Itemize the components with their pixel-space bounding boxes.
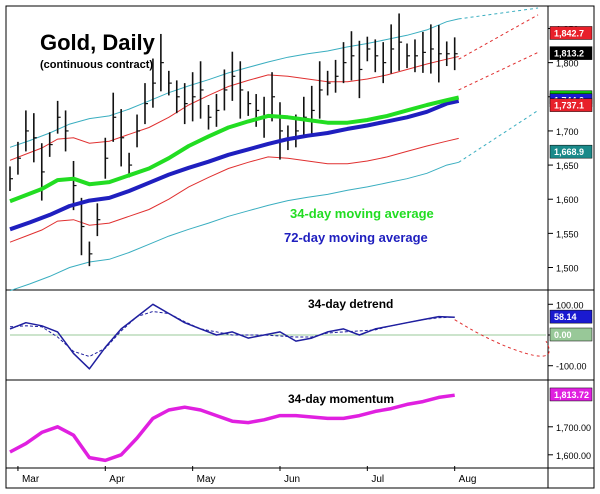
y-tick-label: 1,700.00 — [556, 423, 591, 433]
value-label-box — [549, 327, 593, 342]
chart-title: Gold, Daily — [40, 30, 156, 55]
x-tick-label: Apr — [109, 474, 125, 485]
y-tick-label: 1,600 — [556, 195, 579, 205]
y-tick-label: 1,500 — [556, 264, 579, 274]
value-label: 1,813.72 — [554, 390, 589, 400]
chart-subtitle: (continuous contract) — [40, 59, 153, 71]
momentum-title: 34-day momentum — [288, 392, 394, 406]
cyan-projection-lower — [458, 110, 539, 163]
y-tick-label: 1,700 — [556, 127, 579, 137]
value-label: 58.14 — [554, 312, 577, 322]
series-lines — [9, 95, 550, 463]
ma34-line — [9, 95, 460, 204]
axes: 1,5001,5501,6001,6501,7001,7501,8001,850… — [17, 24, 593, 485]
detrend-line — [9, 303, 455, 370]
value-label-box — [549, 309, 593, 324]
y-tick-label: 1,550 — [556, 229, 579, 239]
value-label: 1,668.9 — [554, 147, 584, 157]
lower-red-band — [9, 137, 459, 243]
x-tick-label: Mar — [22, 474, 40, 485]
value-label: 1,813.2 — [554, 49, 584, 59]
x-tick-label: May — [197, 474, 216, 485]
momentum-line — [9, 393, 455, 463]
cyan-projection-upper — [458, 7, 539, 20]
red-projection-lower — [458, 51, 539, 91]
price-bars — [9, 13, 458, 267]
ma72-line — [9, 98, 460, 232]
y-tick-label: 1,650 — [556, 161, 579, 171]
lower-cyan-band — [9, 161, 459, 292]
value-label-box — [549, 26, 593, 40]
value-label: 0.00 — [554, 330, 572, 340]
value-label-box — [549, 46, 593, 60]
value-label-box — [549, 98, 593, 112]
x-tick-label: Jun — [284, 474, 300, 485]
detrend-title: 34-day detrend — [308, 297, 393, 311]
y-tick-label: -100.00 — [556, 362, 587, 372]
detrend-projection — [454, 319, 550, 357]
annotation-ma34: 34-day moving average — [290, 206, 434, 221]
value-label: 1,737.1 — [554, 101, 584, 111]
y-tick-label: 1,800 — [556, 59, 579, 69]
annotation-ma72: 72-day moving average — [284, 230, 428, 245]
x-tick-label: Aug — [459, 474, 477, 485]
value-label-box — [549, 387, 593, 402]
value-label: 1,842.7 — [554, 28, 584, 38]
y-tick-label: 100.00 — [556, 300, 584, 310]
detrend-smoothed-line — [9, 311, 455, 357]
value-label-box — [549, 144, 593, 159]
y-tick-label: 1,600.00 — [556, 451, 591, 461]
x-tick-label: Jul — [371, 474, 384, 485]
upper-red-band — [9, 56, 459, 161]
